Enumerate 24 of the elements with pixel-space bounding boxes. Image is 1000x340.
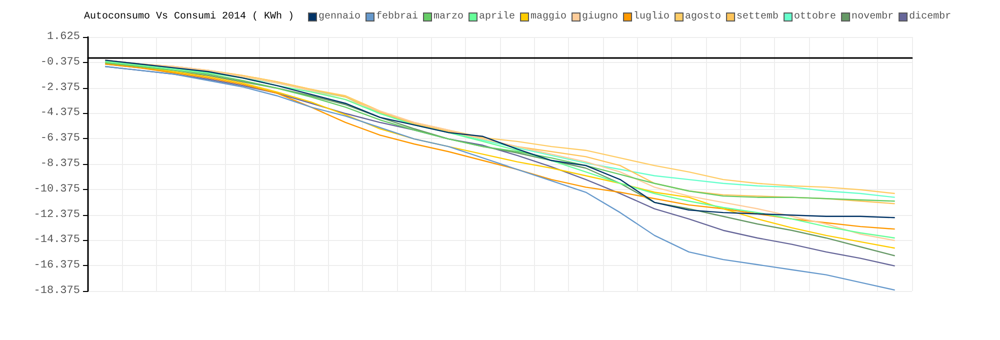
legend-label: ottobre [794, 10, 836, 22]
y-tick-label: -6.375 [40, 132, 80, 145]
y-tick-label: -4.375 [40, 107, 80, 120]
y-tick-label: -18.375 [34, 285, 80, 297]
chart-title: Autoconsumo Vs Consumi 2014 ( KWh ) [84, 10, 294, 22]
legend-label: aprile [479, 10, 516, 22]
y-tick-label: -10.375 [34, 183, 80, 196]
y-tick-label: -12.375 [34, 208, 80, 221]
legend-label: gennaio [318, 10, 361, 22]
y-tick-label: -16.375 [34, 260, 80, 272]
legend-label: dicembr [909, 10, 952, 22]
legend-label: settemb [736, 10, 779, 22]
y-tick-label: -8.375 [40, 158, 80, 170]
y-tick-label: -14.375 [34, 234, 80, 246]
legend-label: marzo [434, 12, 464, 22]
legend-label: febbrai [376, 10, 418, 22]
legend-label: maggio [530, 10, 567, 22]
legend-label: luglio [634, 10, 670, 22]
y-tick-label: 1.625 [46, 31, 80, 43]
legend-label: agosto [685, 12, 722, 22]
y-tick-label: -0.375 [40, 56, 80, 68]
y-tick-label: -2.375 [40, 82, 80, 94]
legend-label: novembr [852, 10, 894, 22]
legend-label: giugno [582, 10, 618, 22]
